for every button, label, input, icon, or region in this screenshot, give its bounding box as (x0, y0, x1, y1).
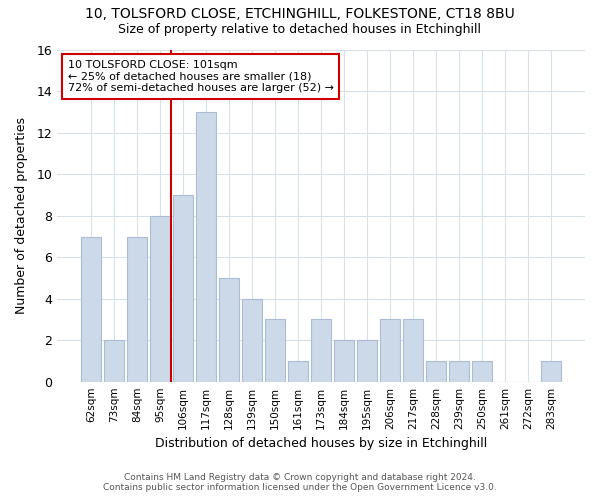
Text: 10 TOLSFORD CLOSE: 101sqm
← 25% of detached houses are smaller (18)
72% of semi-: 10 TOLSFORD CLOSE: 101sqm ← 25% of detac… (68, 60, 334, 93)
Bar (127, 236, 146, 382)
Bar (265, 320, 285, 382)
Bar (541, 361, 561, 382)
Y-axis label: Number of detached properties: Number of detached properties (15, 118, 28, 314)
Bar (380, 320, 400, 382)
Bar (150, 216, 170, 382)
X-axis label: Distribution of detached houses by size in Etchinghill: Distribution of detached houses by size … (155, 437, 487, 450)
Bar (334, 340, 354, 382)
Bar (242, 299, 262, 382)
Text: 10, TOLSFORD CLOSE, ETCHINGHILL, FOLKESTONE, CT18 8BU: 10, TOLSFORD CLOSE, ETCHINGHILL, FOLKEST… (85, 8, 515, 22)
Bar (472, 361, 492, 382)
Text: Contains HM Land Registry data © Crown copyright and database right 2024.
Contai: Contains HM Land Registry data © Crown c… (103, 473, 497, 492)
Bar (449, 361, 469, 382)
Text: Size of property relative to detached houses in Etchinghill: Size of property relative to detached ho… (119, 22, 482, 36)
Bar (311, 320, 331, 382)
Bar (288, 361, 308, 382)
Bar (81, 236, 101, 382)
Bar (403, 320, 423, 382)
Bar (357, 340, 377, 382)
Bar (173, 195, 193, 382)
Bar (104, 340, 124, 382)
Bar (427, 361, 446, 382)
Bar (196, 112, 216, 382)
Bar (219, 278, 239, 382)
